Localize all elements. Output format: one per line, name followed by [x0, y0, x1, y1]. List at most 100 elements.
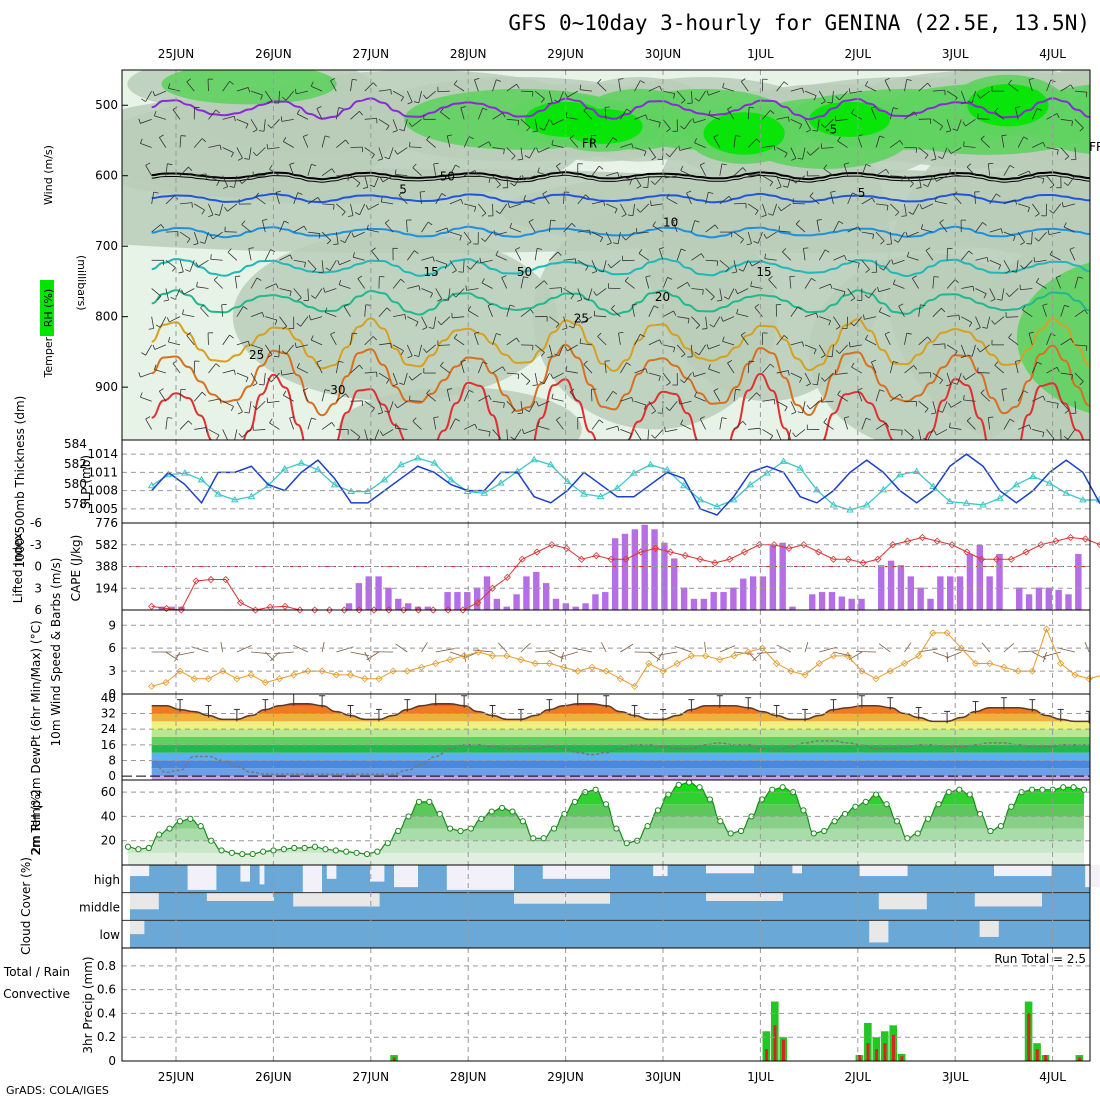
wind-barb-flag [363, 441, 368, 442]
wind-barb [939, 222, 948, 233]
wind-barb [378, 307, 388, 317]
wind-barb [336, 139, 346, 148]
thickness-point [1029, 472, 1037, 479]
wind-barb-flag [465, 285, 467, 291]
wind-barb [694, 142, 706, 148]
wind-barb-flag [488, 141, 492, 147]
wind-barb [393, 313, 405, 318]
wind-barb [1060, 118, 1073, 122]
wind-barb [569, 391, 579, 402]
wind-barb-flag [247, 87, 251, 93]
wind-barb-flag [356, 182, 361, 188]
rh-point [727, 830, 734, 837]
wind-barb [285, 90, 294, 101]
wind-barb-flag [488, 177, 491, 183]
thickness-point [995, 494, 1004, 501]
lifted-index-point [1052, 537, 1060, 545]
wind-barb-flag [865, 417, 871, 421]
wind-barb [462, 260, 465, 273]
wind-barb-flag [521, 175, 525, 181]
wind-barb [172, 109, 181, 120]
wind-barb [889, 203, 900, 213]
wind-barb [418, 344, 422, 357]
wind-barb [684, 372, 692, 383]
wind-barb [776, 116, 789, 120]
rh-point [218, 847, 225, 854]
wind-barb-flag [418, 285, 421, 291]
wind-barb-flag [672, 218, 678, 222]
rh-point [644, 823, 651, 830]
wind-barb-flag [740, 239, 744, 244]
wind-barb [591, 165, 600, 176]
wind-barb-flag [281, 350, 287, 355]
wind-barb-flag [426, 389, 431, 394]
wind-barb-flag [764, 253, 766, 259]
wind-barb-flag [735, 388, 741, 391]
wind-barb-flag [1028, 77, 1034, 80]
precip-convective-bar [858, 1055, 862, 1061]
wind-barb [680, 170, 692, 177]
thickness-point [862, 500, 871, 508]
wind-barb [606, 425, 618, 430]
wind-barb-flag [1051, 438, 1055, 440]
wind-barb-flag [352, 78, 358, 81]
wind-barb [634, 334, 641, 346]
wind-barb-flag [792, 432, 796, 438]
wind-barb [748, 203, 759, 211]
wind-barb-flag [651, 180, 656, 185]
wind-barb-flag [166, 317, 170, 323]
cape-bar [730, 587, 737, 610]
rh-point [779, 784, 786, 791]
wind-barb [762, 110, 771, 120]
cape-bar [937, 576, 944, 610]
wind-barb-flag [735, 135, 741, 137]
wind-barb-flag [256, 277, 262, 281]
wind-barb-flag [585, 194, 590, 199]
wind-barb [169, 316, 181, 323]
wind-barb-flag [962, 375, 966, 380]
wind-barb-flag [939, 125, 944, 131]
wind-barb [250, 311, 263, 318]
wind-barb-flag [643, 151, 647, 157]
wind-barb [818, 90, 826, 102]
wind-barb [359, 203, 366, 215]
cloud-row-label: low [100, 928, 121, 942]
cape-bar [444, 592, 451, 610]
wind-barb-flag [666, 128, 671, 133]
wind-barb-flag [678, 399, 681, 405]
wind-barb [520, 401, 524, 414]
wind-barb [357, 278, 366, 289]
lifted-index-point [681, 552, 689, 560]
wind-barb [364, 429, 368, 440]
wind-barb [878, 288, 891, 293]
wind-barb [686, 192, 692, 205]
wind-barb [523, 429, 536, 435]
wind-speed-point [247, 671, 255, 679]
wind-barb-flag [547, 102, 553, 105]
wind-barb [1016, 260, 1019, 273]
cape-bar [168, 606, 175, 610]
wind-barb [549, 287, 562, 289]
wind-barb [464, 203, 476, 208]
wind-barb-flag [941, 307, 946, 313]
wind-barb-flag [597, 79, 602, 84]
wind-barb [694, 396, 706, 402]
wind-barb [883, 260, 891, 271]
surface-wind-barb [191, 646, 209, 653]
lifted-index-point [177, 606, 185, 614]
wind-barb [307, 197, 319, 205]
wind-barb [263, 373, 266, 386]
precip-convective-bar [1044, 1055, 1048, 1061]
wind-barb-flag [998, 264, 1002, 270]
wind-barb-flag [270, 249, 276, 253]
wind-barb-flag [310, 335, 314, 341]
rh-point [997, 823, 1004, 830]
wind-barb-flag [359, 364, 363, 370]
wind-barb [236, 340, 249, 346]
lifted-index-point [652, 544, 660, 552]
rh-point [613, 825, 620, 832]
wind-barb-flag [555, 323, 560, 328]
wind-barb-flag [311, 417, 317, 420]
wind-speed-point [460, 652, 468, 660]
thickness-line [151, 457, 1100, 511]
